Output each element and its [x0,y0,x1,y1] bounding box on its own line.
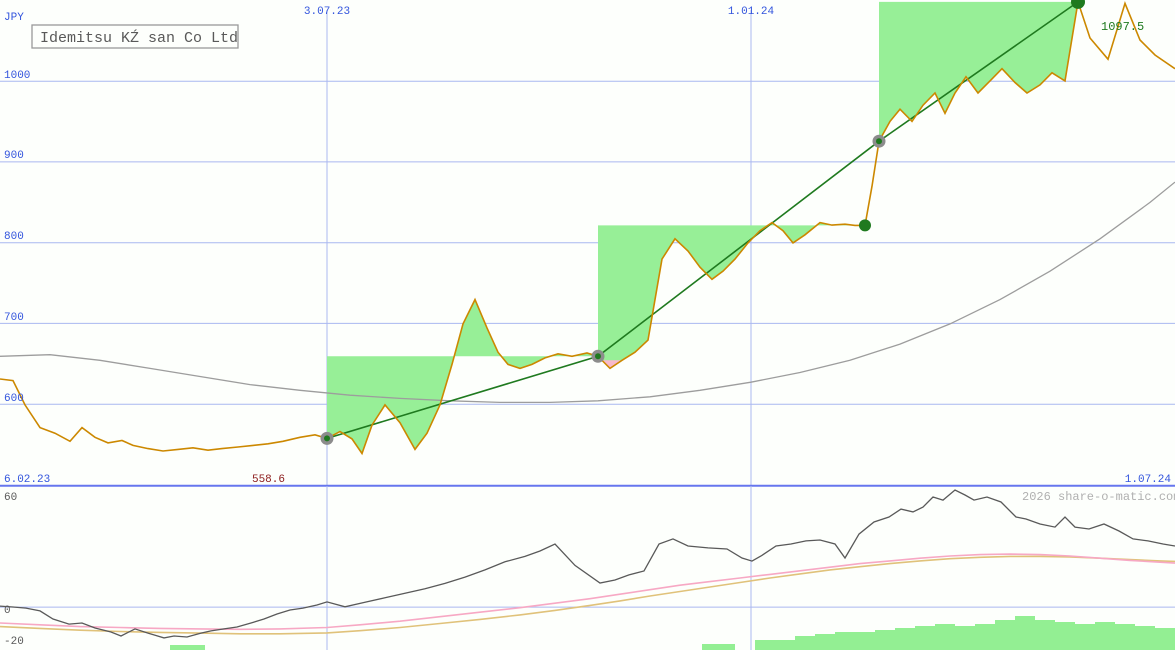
svg-text:700: 700 [4,312,24,324]
svg-text:Idemitsu KŹ san Co Ltd: Idemitsu KŹ san Co Ltd [40,29,238,47]
svg-text:JPY: JPY [4,12,24,24]
svg-text:1.07.24: 1.07.24 [1125,474,1172,486]
svg-text:900: 900 [4,150,24,162]
svg-text:1.01.24: 1.01.24 [728,6,775,18]
svg-text:0: 0 [4,605,11,617]
svg-text:800: 800 [4,231,24,243]
svg-text:6.02.23: 6.02.23 [4,474,50,486]
svg-text:1000: 1000 [4,70,30,82]
svg-text:60: 60 [4,492,17,504]
svg-text:3.07.23: 3.07.23 [304,6,350,18]
svg-text:1097.5: 1097.5 [1101,20,1144,34]
svg-text:600: 600 [4,393,24,405]
svg-text:558.6: 558.6 [252,474,285,486]
svg-text:-20: -20 [4,636,24,648]
svg-text:2026 share-o-matic.com: 2026 share-o-matic.com [1022,490,1175,504]
